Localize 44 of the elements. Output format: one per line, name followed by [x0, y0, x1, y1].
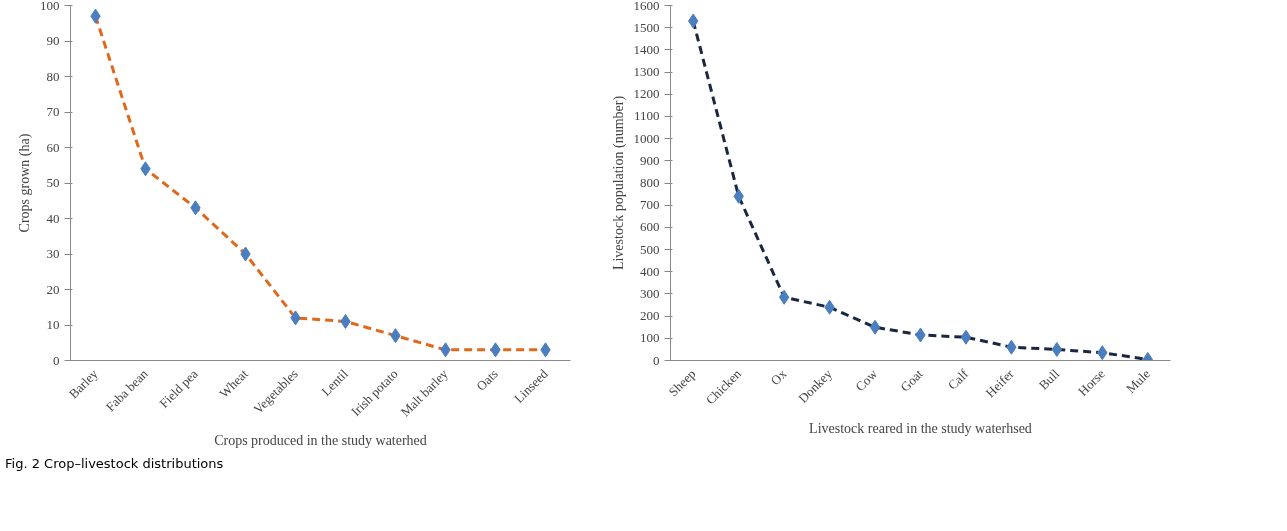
y-tick-label: 10: [46, 317, 60, 332]
x-tick-label: Faba bean: [102, 365, 152, 415]
y-tick-label: 1500: [633, 19, 660, 35]
y-tick-label: 1400: [633, 41, 660, 57]
y-tick-label: 400: [640, 263, 660, 279]
y-tick-label: 100: [40, 0, 60, 13]
y-tick-label: 80: [46, 68, 60, 84]
y-tick-label: 1600: [633, 0, 660, 13]
y-tick-label: 600: [640, 219, 660, 235]
caption: Fig. 2 Crop–livestock distributions: [5, 455, 224, 473]
y-tick-label: 20: [46, 281, 60, 297]
y-tick-label: 60: [46, 139, 60, 155]
y-tick-label: 1200: [633, 86, 660, 102]
y-tick-label: 200: [640, 308, 660, 324]
y-axis-title: Crops grown (ha): [17, 133, 33, 233]
y-tick-label: 900: [640, 152, 660, 168]
x-tick-label: Bull: [1035, 365, 1063, 393]
point: [960, 329, 972, 345]
y-tick-label: 800: [640, 175, 660, 190]
y-tick-label: 500: [640, 241, 660, 257]
point: [1051, 341, 1063, 357]
y-tick-label: 700: [640, 197, 660, 213]
x-tick-label: Calf: [944, 365, 972, 393]
x-axis-title: Livestock reared in the study waterhsed: [809, 420, 1032, 436]
y-tick-label: 50: [46, 175, 60, 190]
y-tick-label: 1300: [633, 64, 660, 80]
x-tick-label: Oats: [473, 366, 501, 394]
y-axis-title: Livestock population (number): [610, 95, 627, 271]
x-tick-label: Cow: [852, 365, 881, 395]
y-tick-label: 100: [640, 330, 660, 346]
y-tick-label: 90: [46, 33, 60, 48]
y-tick-label: 300: [640, 285, 660, 301]
y-tick-label: 0: [53, 352, 60, 368]
y-tick-label: 0: [653, 352, 660, 368]
y-tick-label: 1000: [633, 130, 660, 146]
y-tick-label: 30: [46, 246, 60, 261]
y-tick-label: 1100: [633, 108, 660, 124]
point: [869, 319, 881, 335]
y-tick-label: 70: [46, 104, 60, 119]
x-axis-title: Crops produced in the study waterhed: [214, 432, 427, 448]
x-tick-label: Ox: [767, 365, 790, 389]
point: [778, 289, 790, 305]
y-tick-label: 40: [46, 210, 60, 226]
x-tick-label: Goat: [897, 365, 927, 395]
